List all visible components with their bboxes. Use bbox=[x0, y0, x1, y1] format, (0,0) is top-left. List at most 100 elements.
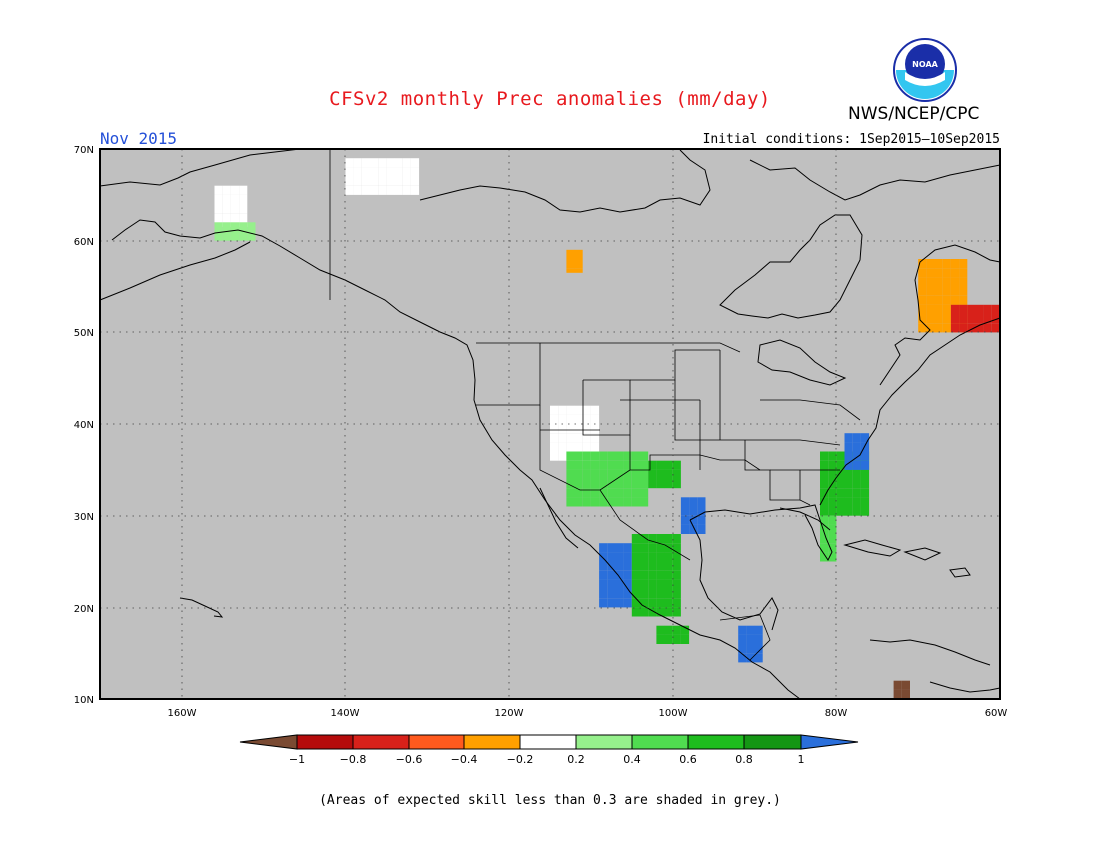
lon-label: 80W bbox=[825, 708, 848, 719]
anomaly-cell bbox=[672, 634, 681, 644]
anomaly-cell bbox=[394, 176, 403, 186]
anomaly-cell bbox=[590, 405, 600, 415]
anomaly-cell bbox=[599, 543, 608, 553]
anomaly-cell bbox=[664, 589, 673, 599]
anomaly-cell bbox=[828, 451, 837, 461]
latitude-labels: 70N 60N 50N 40N 30N 20N 10N bbox=[74, 145, 94, 706]
anomaly-cell bbox=[860, 479, 870, 489]
anomaly-cell bbox=[410, 176, 420, 186]
anomaly-cell bbox=[820, 534, 829, 544]
anomaly-cell bbox=[631, 534, 640, 544]
anomaly-cell bbox=[566, 268, 575, 273]
anomaly-cell bbox=[828, 469, 837, 479]
anomaly-cell bbox=[664, 598, 673, 608]
anomaly-cell bbox=[672, 479, 681, 489]
anomaly-cell bbox=[566, 497, 575, 507]
colorbar-swatch bbox=[687, 734, 745, 750]
anomaly-cell bbox=[672, 552, 681, 562]
anomaly-cell bbox=[615, 497, 624, 507]
anomaly-cell bbox=[566, 442, 575, 452]
anomaly-cell bbox=[615, 451, 624, 461]
anomaly-cell bbox=[689, 515, 698, 525]
anomaly-cell bbox=[820, 497, 829, 507]
anomaly-cell bbox=[222, 204, 231, 214]
anomaly-cell bbox=[836, 497, 845, 507]
anomaly-cell bbox=[402, 167, 411, 177]
anomaly-cell bbox=[738, 625, 747, 635]
anomaly-cell bbox=[991, 323, 1000, 333]
anomaly-cell bbox=[975, 323, 984, 333]
anomaly-cell bbox=[672, 607, 681, 617]
anomaly-cell bbox=[631, 607, 640, 617]
anomaly-cell bbox=[607, 579, 616, 589]
anomaly-cell bbox=[582, 469, 591, 479]
anomaly-cell bbox=[590, 460, 600, 470]
anomaly-cell bbox=[860, 460, 870, 470]
anomaly-cell bbox=[648, 479, 657, 489]
anomaly-cell bbox=[950, 295, 960, 305]
anomaly-cell bbox=[615, 570, 624, 580]
anomaly-cell bbox=[214, 204, 223, 214]
anomaly-cell bbox=[214, 222, 223, 232]
anomaly-cell bbox=[582, 414, 591, 424]
anomaly-cell bbox=[582, 451, 591, 461]
anomaly-cell bbox=[844, 451, 853, 461]
anomaly-cell bbox=[353, 176, 362, 186]
anomaly-cell bbox=[607, 598, 616, 608]
anomaly-cell bbox=[222, 231, 231, 241]
anomaly-cell bbox=[640, 460, 649, 470]
colorbar-label: −0.6 bbox=[396, 753, 423, 766]
anomaly-cell bbox=[607, 479, 616, 489]
anomaly-cell bbox=[664, 625, 673, 635]
anomaly-cell bbox=[631, 460, 640, 470]
colorbar-swatch bbox=[463, 734, 521, 750]
anomaly-cell bbox=[934, 304, 943, 314]
anomaly-cell bbox=[918, 295, 927, 305]
anomaly-cell bbox=[918, 314, 927, 324]
colorbar-swatch bbox=[575, 734, 633, 750]
anomaly-cell bbox=[672, 570, 681, 580]
anomaly-cell bbox=[558, 433, 567, 443]
lon-label: 60W bbox=[985, 708, 1008, 719]
anomaly-cell bbox=[934, 323, 943, 333]
anomaly-cell bbox=[672, 589, 681, 599]
anomaly-cell bbox=[574, 469, 583, 479]
colorbar-label: −1 bbox=[289, 753, 305, 766]
anomaly-cell bbox=[901, 689, 910, 699]
anomaly-cell bbox=[230, 231, 240, 241]
anomaly-cell bbox=[410, 185, 420, 195]
anomaly-cell bbox=[566, 414, 575, 424]
anomaly-cell bbox=[550, 451, 559, 461]
colorbar-label: −0.8 bbox=[340, 753, 367, 766]
anomaly-cell bbox=[852, 479, 861, 489]
anomaly-cell bbox=[746, 634, 755, 644]
colorbar-label: −0.4 bbox=[451, 753, 478, 766]
anomaly-cell bbox=[959, 314, 968, 324]
anomaly-cell bbox=[640, 552, 649, 562]
anomaly-cell bbox=[574, 424, 583, 434]
anomaly-cell bbox=[239, 222, 248, 232]
anomaly-cell bbox=[852, 433, 861, 443]
anomaly-cell bbox=[697, 506, 706, 516]
lat-label: 40N bbox=[74, 420, 94, 431]
anomaly-cell bbox=[607, 488, 616, 498]
anomaly-cell bbox=[370, 158, 379, 168]
anomaly-cell bbox=[836, 460, 845, 470]
anomaly-cell bbox=[615, 598, 624, 608]
anomaly-cell bbox=[615, 552, 624, 562]
anomaly-cell bbox=[345, 176, 354, 186]
anomaly-cell bbox=[631, 479, 640, 489]
anomaly-cell bbox=[950, 314, 960, 324]
anomaly-cell bbox=[664, 460, 673, 470]
anomaly-cell bbox=[599, 497, 608, 507]
anomaly-cell bbox=[942, 286, 951, 296]
anomaly-cell bbox=[590, 424, 600, 434]
anomaly-cell bbox=[950, 277, 960, 287]
anomaly-cell bbox=[959, 304, 968, 314]
anomaly-cell bbox=[680, 524, 690, 534]
anomaly-cell bbox=[550, 433, 559, 443]
anomaly-cell bbox=[828, 543, 837, 553]
anomaly-cell bbox=[746, 644, 755, 654]
anomaly-cell bbox=[664, 479, 673, 489]
anomaly-cell bbox=[615, 479, 624, 489]
